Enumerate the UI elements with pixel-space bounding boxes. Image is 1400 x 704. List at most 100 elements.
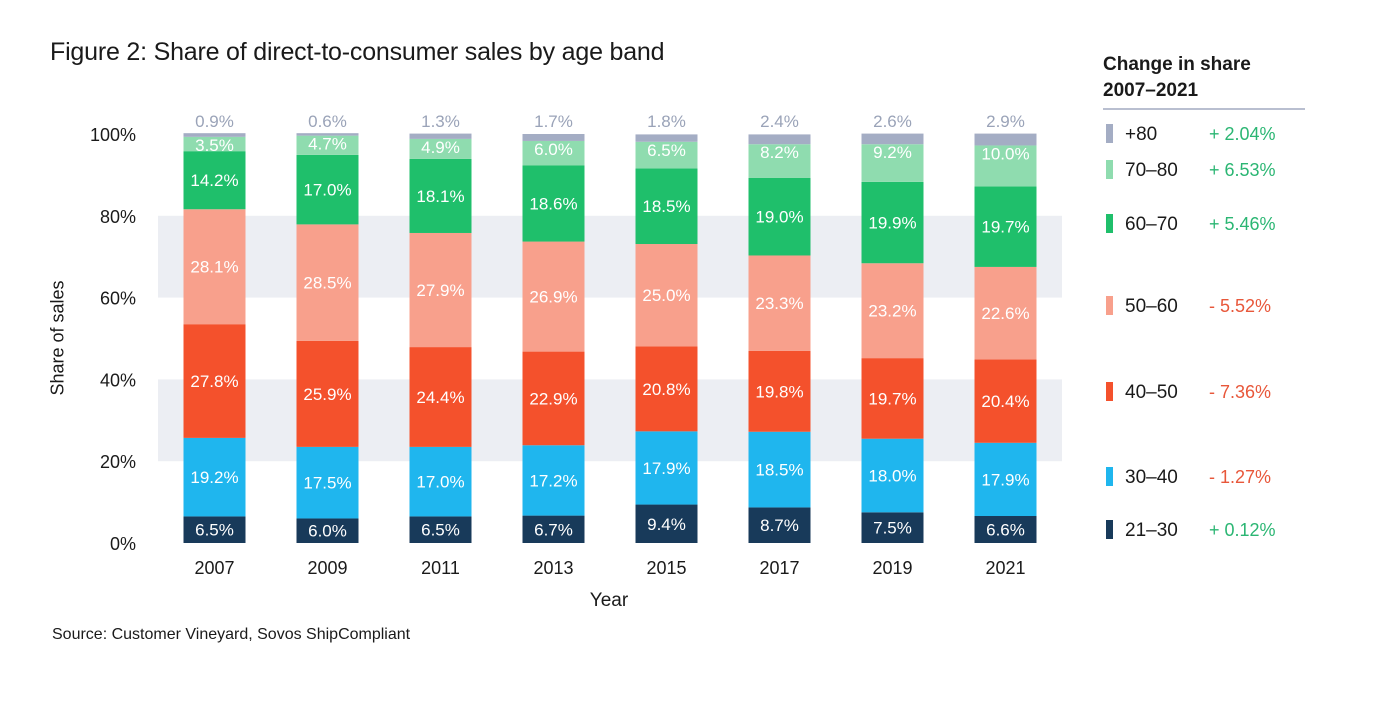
data-label: 17.9%	[981, 470, 1029, 489]
bar-segment-60–70-2007	[183, 151, 246, 210]
x-tick-label: 2009	[307, 558, 347, 578]
legend-swatch-21–30	[1106, 520, 1113, 539]
bar-segment-+80-2015	[635, 134, 698, 142]
bar-segment-+80-2017	[748, 134, 811, 145]
data-label: 6.5%	[421, 521, 460, 540]
data-label: 27.9%	[416, 281, 464, 300]
bar-segment-70–80-2015	[635, 141, 698, 169]
bar-segment-40–50-2011	[409, 347, 472, 447]
bar-segment-40–50-2015	[635, 346, 698, 432]
legend-change-value: + 2.04%	[1209, 124, 1276, 144]
bar-segment-60–70-2013	[522, 165, 585, 242]
data-label: 2.9%	[986, 112, 1025, 131]
data-label: 6.0%	[534, 140, 573, 159]
legend-label: 30–40	[1125, 467, 1178, 488]
bar-segment-30–40-2017	[748, 431, 811, 508]
bar-segment-50–60-2019	[861, 263, 924, 359]
data-label: 27.8%	[190, 372, 238, 391]
data-label: 17.0%	[416, 473, 464, 492]
bar-segment-21–30-2017	[748, 507, 811, 543]
bar-segment-30–40-2011	[409, 446, 472, 517]
bar-segment-21–30-2015	[635, 504, 698, 543]
data-label: 17.5%	[303, 474, 351, 493]
legend-label: +80	[1125, 124, 1157, 145]
data-label: 4.9%	[421, 138, 460, 157]
bar-segment-+80-2019	[861, 133, 924, 145]
bar-segment-40–50-2013	[522, 351, 585, 446]
chart-title: Figure 2: Share of direct-to-consumer sa…	[50, 38, 665, 66]
x-tick-label: 2013	[533, 558, 573, 578]
data-label: 9.2%	[873, 143, 912, 162]
data-label: 2.4%	[760, 112, 799, 131]
bar-segment-60–70-2015	[635, 168, 698, 245]
data-label: 8.2%	[760, 143, 799, 162]
data-label: 0.9%	[195, 112, 234, 131]
bar-segment-60–70-2019	[861, 181, 924, 264]
data-label: 19.0%	[755, 208, 803, 227]
legend-swatch-60–70	[1106, 214, 1113, 233]
legend-label: 21–30	[1125, 520, 1178, 541]
data-label: 24.4%	[416, 388, 464, 407]
data-label: 4.7%	[308, 135, 347, 154]
bar-segment-30–40-2013	[522, 445, 585, 516]
data-label: 17.0%	[303, 181, 351, 200]
data-label: 19.9%	[868, 214, 916, 233]
data-label: 6.0%	[308, 522, 347, 541]
bar-segment-21–30-2009	[296, 518, 359, 543]
bar-segment-50–60-2007	[183, 209, 246, 325]
bar-segment-60–70-2011	[409, 158, 472, 233]
bar-segment-50–60-2021	[974, 266, 1037, 360]
legend-change-value: - 5.52%	[1209, 296, 1271, 316]
data-label: 17.9%	[642, 459, 690, 478]
y-tick-label: 0%	[110, 534, 136, 554]
bar-segment-+80-2013	[522, 134, 585, 141]
bar-segment-30–40-2007	[183, 437, 246, 517]
bar-segment-30–40-2015	[635, 431, 698, 505]
bar-segment-+80-2009	[296, 133, 359, 136]
source-note: Source: Customer Vineyard, Sovos ShipCom…	[52, 626, 411, 643]
bar-segment-21–30-2019	[861, 512, 924, 543]
x-tick-label: 2021	[985, 558, 1025, 578]
legend-swatch-70–80	[1106, 160, 1113, 179]
bar-segment-40–50-2007	[183, 324, 246, 438]
data-label: 3.5%	[195, 136, 234, 155]
legend-title-line2: 2007–2021	[1103, 80, 1199, 101]
legend-change-value: - 7.36%	[1209, 382, 1271, 402]
data-label: 0.6%	[308, 112, 347, 131]
bar-segment-50–60-2013	[522, 241, 585, 352]
data-label: 28.1%	[190, 258, 238, 277]
bar-segment-40–50-2021	[974, 359, 1037, 443]
data-label: 10.0%	[981, 144, 1029, 163]
y-tick-label: 60%	[100, 289, 136, 309]
y-tick-label: 100%	[90, 125, 136, 145]
data-label: 19.7%	[981, 218, 1029, 237]
bar-segment-60–70-2009	[296, 154, 359, 225]
data-label: 19.7%	[868, 389, 916, 408]
y-tick-label: 80%	[100, 207, 136, 227]
bar-segment-50–60-2009	[296, 224, 359, 341]
x-tick-label: 2007	[194, 558, 234, 578]
data-label: 9.4%	[647, 515, 686, 534]
data-label: 25.9%	[303, 385, 351, 404]
legend-change-value: - 1.27%	[1209, 467, 1271, 487]
data-label: 6.5%	[647, 141, 686, 160]
data-label: 28.5%	[303, 274, 351, 293]
x-tick-label: 2019	[872, 558, 912, 578]
y-tick-label: 20%	[100, 452, 136, 472]
x-tick-label: 2015	[646, 558, 686, 578]
bar-segment-40–50-2017	[748, 350, 811, 432]
data-label: 18.0%	[868, 467, 916, 486]
legend-label: 70–80	[1125, 160, 1178, 181]
data-label: 6.6%	[986, 521, 1025, 540]
background-band-2	[158, 215, 1062, 298]
legend-change-value: + 6.53%	[1209, 160, 1276, 180]
bar-segment-70–80-2007	[183, 136, 246, 152]
legend-title: Change in share 2007–2021	[1103, 52, 1303, 104]
legend-label: 60–70	[1125, 214, 1178, 235]
data-label: 8.7%	[760, 516, 799, 535]
data-label: 1.3%	[421, 112, 460, 131]
legend-change-value: + 5.46%	[1209, 214, 1276, 234]
legend-label: 50–60	[1125, 296, 1178, 317]
legend-swatch-+80	[1106, 124, 1113, 143]
